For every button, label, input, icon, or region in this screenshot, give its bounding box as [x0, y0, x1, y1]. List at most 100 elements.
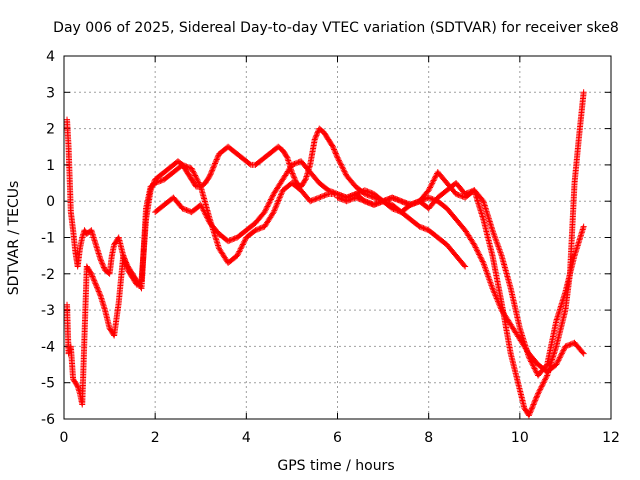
data-point	[363, 187, 370, 194]
data-point	[558, 350, 565, 357]
data-point	[489, 227, 496, 234]
data-point	[485, 273, 492, 280]
data-point	[397, 197, 404, 204]
data-point	[527, 357, 534, 364]
data-point	[327, 188, 334, 195]
x-tick-label: 6	[333, 430, 342, 446]
data-point	[364, 199, 371, 206]
data-point	[235, 249, 242, 256]
data-point	[494, 242, 501, 249]
data-point	[123, 259, 130, 266]
data-point	[278, 190, 285, 197]
y-tick-label: 2	[46, 122, 55, 138]
data-point	[527, 409, 534, 416]
series-track-4	[334, 89, 587, 419]
data-point	[553, 361, 560, 368]
data-point	[100, 263, 107, 270]
data-point	[290, 173, 297, 180]
data-point	[312, 196, 319, 203]
data-point	[182, 162, 189, 169]
data-point	[471, 243, 478, 250]
data-point	[324, 191, 331, 198]
data-point	[332, 149, 339, 156]
data-point	[292, 177, 299, 184]
data-point	[357, 188, 364, 195]
y-tick-label: -2	[41, 267, 55, 283]
data-point	[329, 143, 336, 150]
data-point	[311, 136, 318, 143]
data-point	[262, 207, 269, 214]
data-point	[213, 156, 220, 163]
data-point	[541, 378, 548, 385]
y-tick-label: -4	[41, 339, 55, 355]
data-point	[383, 196, 390, 203]
data-point	[237, 245, 244, 252]
data-point	[539, 382, 546, 389]
data-point	[87, 269, 94, 276]
data-point	[478, 255, 485, 262]
data-point	[320, 193, 327, 200]
data-point	[429, 178, 436, 185]
data-point	[231, 235, 238, 242]
data-point	[336, 158, 343, 165]
data-point	[525, 354, 532, 361]
data-point	[229, 236, 236, 243]
data-point	[179, 161, 186, 168]
data-point	[453, 190, 460, 197]
data-point	[213, 157, 220, 164]
data-point	[390, 205, 397, 212]
data-point	[348, 196, 355, 203]
data-point	[95, 288, 102, 295]
data-point	[347, 196, 354, 203]
data-point	[494, 240, 501, 247]
data-point	[329, 142, 336, 149]
data-point	[313, 132, 320, 139]
data-point	[525, 412, 532, 419]
data-point	[301, 177, 308, 184]
data-point	[152, 180, 159, 187]
data-point	[528, 358, 535, 365]
data-point	[239, 242, 246, 249]
data-point	[531, 400, 538, 407]
data-point	[476, 252, 483, 259]
data-point	[461, 262, 468, 269]
data-point	[477, 254, 484, 261]
data-point	[368, 189, 375, 196]
data-point	[188, 165, 195, 172]
data-point	[240, 240, 247, 247]
data-point	[529, 404, 536, 411]
data-point	[352, 194, 359, 201]
data-point	[197, 201, 204, 208]
data-point	[374, 200, 381, 207]
data-point	[344, 197, 351, 204]
data-point	[269, 210, 276, 217]
y-tick-label: 3	[46, 85, 55, 101]
data-point	[121, 255, 128, 262]
data-points	[64, 89, 587, 419]
data-point	[334, 194, 341, 201]
data-point	[412, 199, 419, 206]
data-point	[490, 286, 497, 293]
data-point	[425, 194, 432, 201]
data-point	[158, 177, 165, 184]
data-point	[476, 251, 483, 258]
data-point	[99, 260, 106, 267]
data-point	[274, 200, 281, 207]
data-point	[526, 355, 533, 362]
data-point	[210, 164, 217, 171]
data-point	[488, 282, 495, 289]
data-point	[458, 193, 465, 200]
data-point	[329, 188, 336, 195]
data-point	[234, 251, 241, 258]
data-point	[491, 289, 498, 296]
data-point	[201, 208, 208, 215]
data-point	[98, 259, 105, 266]
data-point	[209, 167, 216, 174]
y-tick-label: 1	[46, 158, 55, 174]
x-tick-label: 12	[602, 430, 620, 446]
data-point	[189, 166, 196, 173]
data-point	[542, 375, 549, 382]
data-point	[267, 197, 274, 204]
data-point	[530, 401, 537, 408]
